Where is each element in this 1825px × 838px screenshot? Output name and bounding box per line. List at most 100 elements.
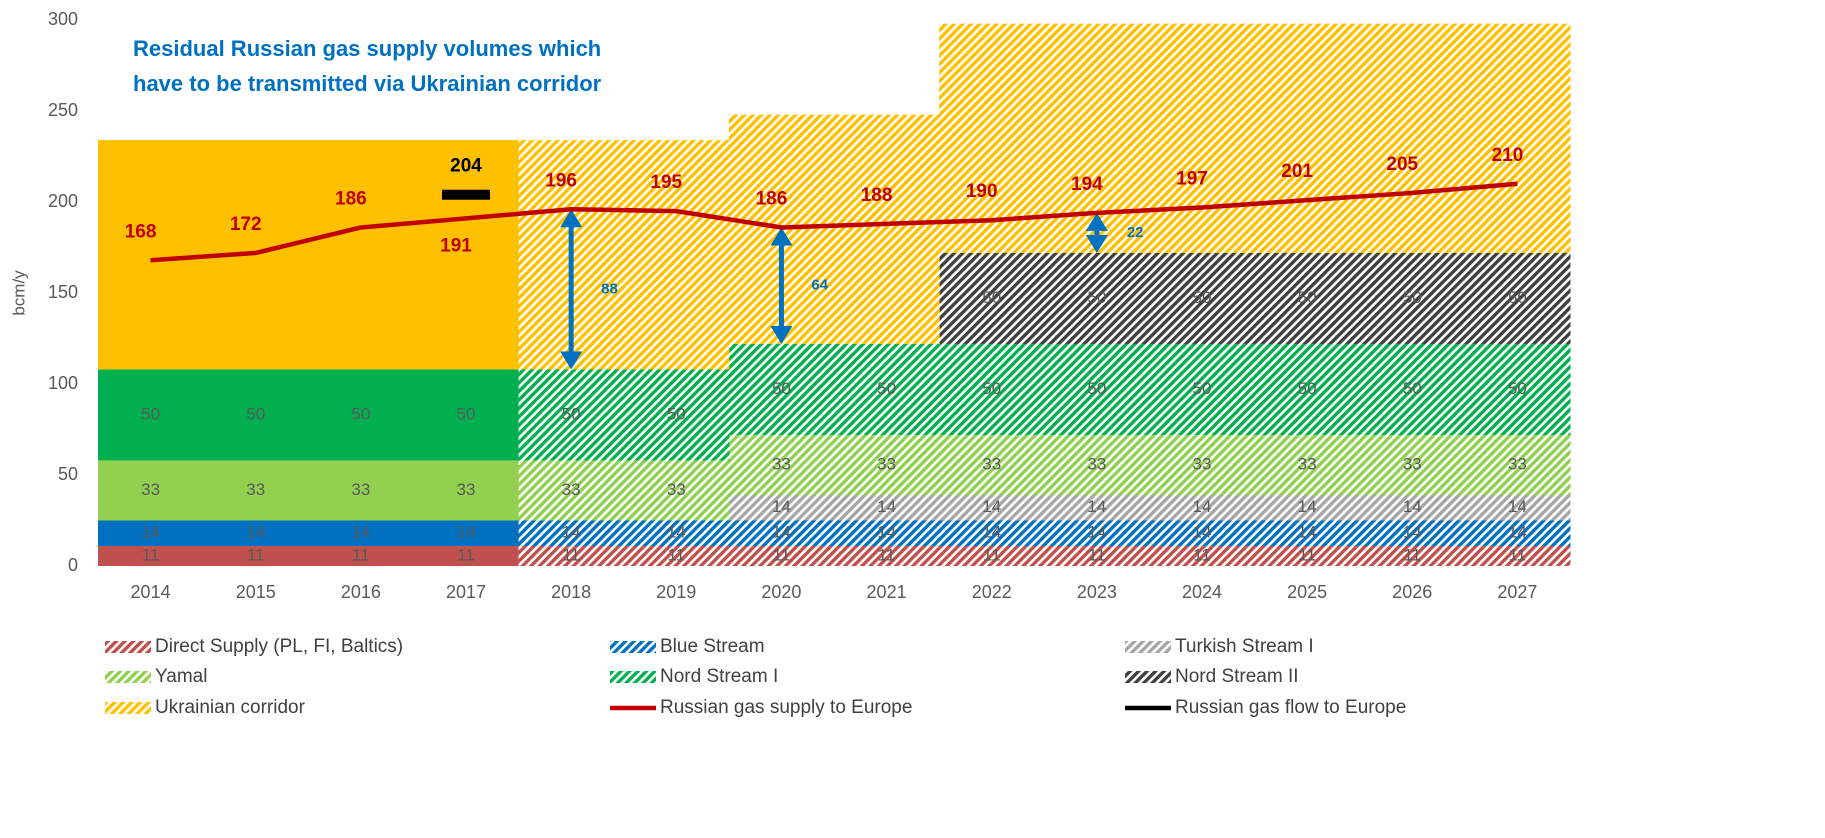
segment-label: 33	[246, 480, 265, 499]
stack-segment	[939, 343, 1045, 435]
segment-label: 50	[562, 404, 581, 423]
stack-segment	[1359, 23, 1466, 253]
segment-label: 14	[351, 523, 370, 542]
stack-segment	[834, 520, 940, 546]
legend-swatch	[610, 671, 656, 683]
y-tick-label: 300	[48, 9, 78, 29]
x-tick-label: 2014	[131, 582, 171, 602]
stack-segment	[518, 460, 625, 521]
segment-label: 50	[1298, 379, 1317, 398]
stack-segment	[1044, 252, 1150, 344]
stack-segment	[939, 495, 1045, 521]
stack-segment	[1254, 434, 1361, 496]
stack-segment	[1149, 495, 1256, 521]
segment-label: 11	[667, 545, 685, 564]
stack-segment	[728, 520, 835, 546]
stack-segment	[939, 23, 1045, 253]
stack-segment	[1464, 545, 1571, 566]
arrow-label: 22	[1127, 224, 1144, 241]
stack-segment	[203, 520, 309, 546]
arrow-head	[1085, 234, 1108, 253]
segment-label: 14	[772, 523, 791, 542]
legend-label: Blue Stream	[660, 636, 765, 657]
stack-segment	[728, 343, 835, 435]
segment-label: 11	[247, 545, 265, 564]
segment-label: 50	[772, 379, 791, 398]
stack-segment	[1044, 545, 1150, 566]
segment-label: 33	[772, 454, 791, 473]
segment-label: 50	[1087, 379, 1106, 398]
stack-segment	[1254, 520, 1361, 546]
y-tick-label: 50	[58, 464, 78, 484]
stack-segment	[1464, 343, 1571, 435]
stack-segment	[1149, 434, 1256, 496]
stack-segment	[308, 520, 414, 546]
data-label: 196	[545, 170, 577, 191]
data-label: 190	[966, 181, 998, 202]
stack-segment	[413, 520, 520, 546]
segment-label: 14	[982, 523, 1001, 542]
segment-label: 33	[1087, 454, 1106, 473]
y-tick-label: 150	[48, 282, 78, 302]
stack-segment	[1254, 545, 1361, 566]
segment-label: 11	[1193, 545, 1211, 564]
x-tick-label: 2027	[1497, 582, 1537, 602]
x-tick-label: 2016	[341, 582, 381, 602]
legend-label: Nord Stream II	[1175, 666, 1299, 687]
segment-label: 14	[1508, 523, 1527, 542]
arrow-head	[1085, 212, 1108, 231]
segment-label: 33	[1193, 454, 1212, 473]
stack-segment	[1359, 495, 1466, 521]
segment-label: 11	[1088, 545, 1106, 564]
x-tick-label: 2018	[551, 582, 591, 602]
legend-label: Nord Stream I	[660, 666, 778, 687]
segment-label: 50	[1508, 288, 1527, 307]
legend-label: Direct Supply (PL, FI, Baltics)	[155, 636, 403, 657]
stack-segment	[413, 140, 520, 370]
stack-segment	[308, 140, 414, 370]
stack-segment	[518, 545, 625, 566]
segment-label: 50	[141, 404, 160, 423]
segment-label: 11	[562, 545, 580, 564]
stack-segment	[1254, 495, 1361, 521]
stack-segment	[1044, 343, 1150, 435]
segment-label: 33	[982, 454, 1001, 473]
stack-segment	[1149, 520, 1256, 546]
arrow-head	[770, 227, 793, 246]
stack-segment	[834, 495, 940, 521]
segment-label: 11	[352, 545, 370, 564]
arrow-label: 64	[811, 277, 828, 294]
segment-label: 50	[982, 379, 1001, 398]
x-tick-label: 2024	[1182, 582, 1222, 602]
chart-title: have to be transmitted via Ukrainian cor…	[133, 71, 602, 96]
legend-swatch	[1125, 641, 1171, 653]
line-series	[150, 181, 1518, 263]
stack-segment	[1464, 252, 1571, 344]
stack-segment	[1044, 495, 1150, 521]
segment-label: 11	[983, 545, 1001, 564]
x-tick-label: 2020	[761, 582, 801, 602]
segment-label: 33	[667, 480, 686, 499]
data-label: 194	[1071, 174, 1103, 195]
segment-label: 11	[1403, 545, 1421, 564]
stack-segment	[1359, 252, 1466, 344]
data-label: 186	[756, 188, 788, 209]
x-tick-label: 2017	[446, 582, 486, 602]
y-tick-label: 100	[48, 373, 78, 393]
arrow-label: 88	[601, 280, 618, 297]
x-tick-label: 2015	[236, 582, 276, 602]
data-label: 188	[861, 185, 893, 206]
segment-label: 50	[1403, 288, 1422, 307]
segment-label: 14	[1087, 497, 1106, 516]
stack-segment	[1044, 520, 1150, 546]
legend-label: Yamal	[155, 666, 207, 687]
flow-marker	[442, 189, 490, 200]
x-tick-label: 2019	[656, 582, 696, 602]
stack-segment	[1359, 545, 1466, 566]
segment-label: 14	[562, 523, 581, 542]
segment-label: 33	[1508, 454, 1527, 473]
y-tick-label: 0	[68, 555, 78, 575]
stack-segment	[1359, 520, 1466, 546]
segment-label: 14	[877, 497, 896, 516]
